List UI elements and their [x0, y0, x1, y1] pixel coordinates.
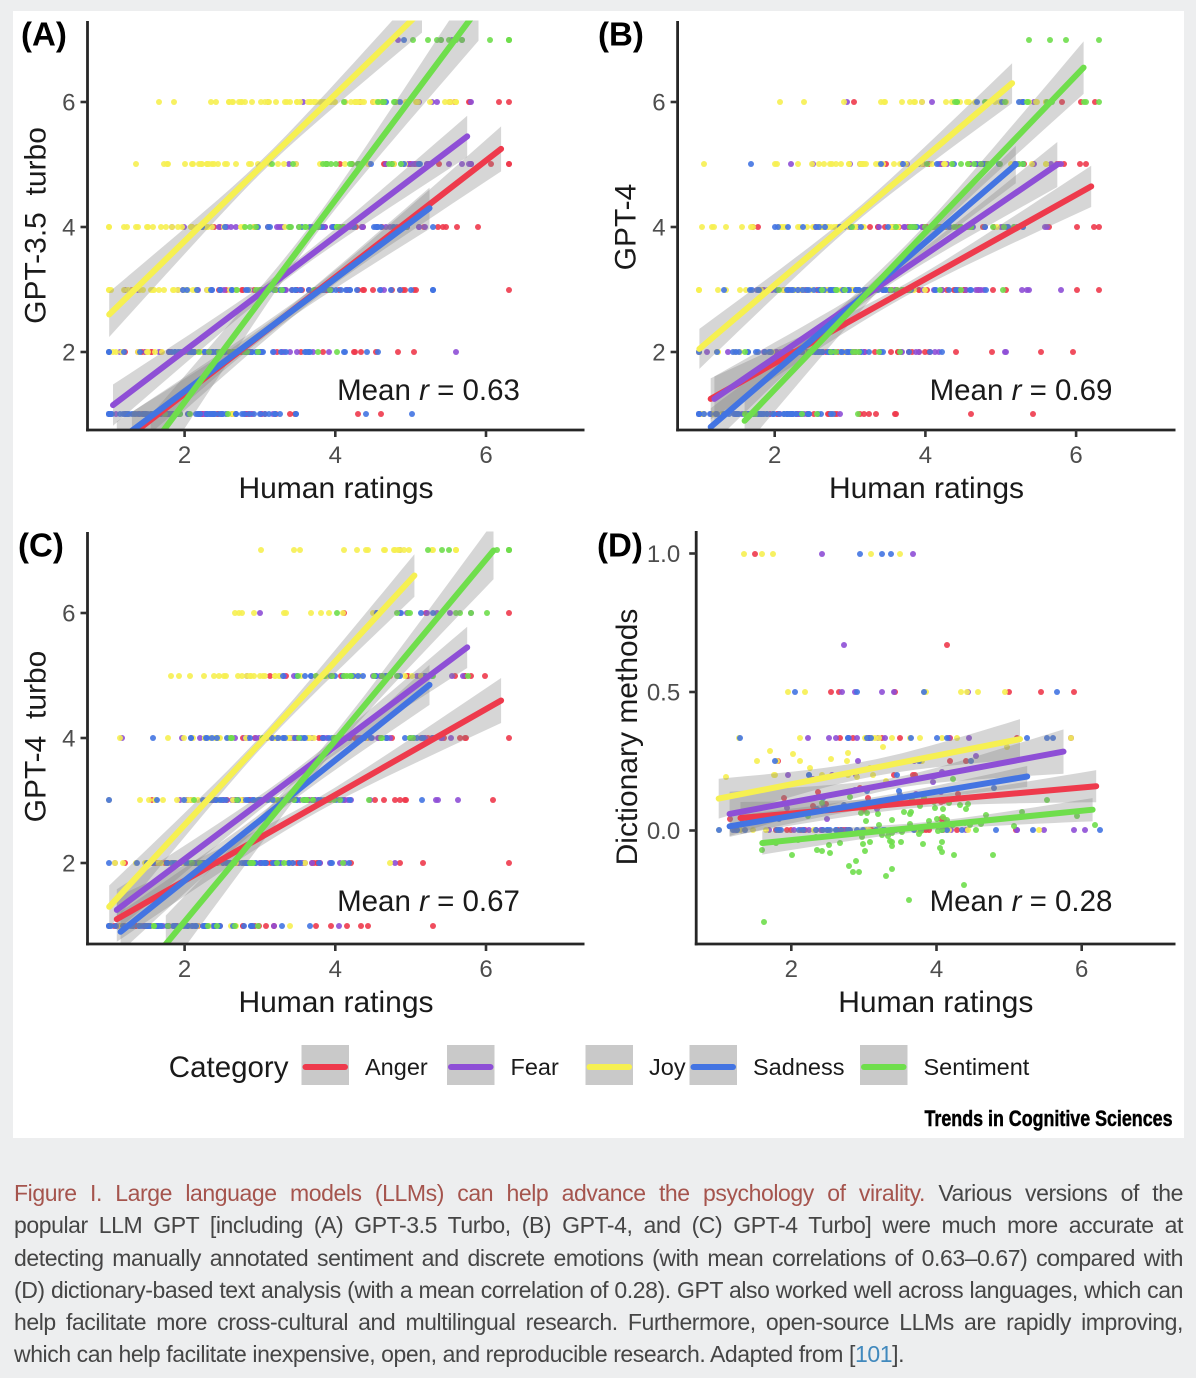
svg-text:Dictionary methods: Dictionary methods	[611, 609, 644, 866]
svg-text:Fear: Fear	[511, 1054, 559, 1080]
svg-text:Sentiment: Sentiment	[924, 1054, 1030, 1080]
svg-text:(D): (D)	[597, 527, 643, 564]
svg-text:4: 4	[930, 956, 943, 983]
svg-text:Sadness: Sadness	[753, 1054, 844, 1080]
svg-text:Mean r = 0.28: Mean r = 0.28	[930, 885, 1113, 918]
svg-text:2: 2	[785, 956, 798, 983]
svg-text:6: 6	[62, 601, 75, 628]
svg-text:(B): (B)	[598, 16, 644, 53]
svg-text:4: 4	[62, 215, 75, 242]
svg-text:Mean r = 0.69: Mean r = 0.69	[930, 374, 1113, 407]
svg-text:Trends in Cognitive Sciences: Trends in Cognitive Sciences	[925, 1106, 1173, 1131]
svg-text:0.5: 0.5	[647, 680, 680, 707]
svg-text:Mean r = 0.63: Mean r = 0.63	[337, 374, 520, 407]
svg-text:GPT-4: GPT-4	[610, 184, 643, 271]
svg-text:0.0: 0.0	[647, 818, 680, 845]
svg-text:2: 2	[178, 956, 191, 983]
svg-text:Anger: Anger	[365, 1054, 428, 1080]
svg-text:2: 2	[768, 442, 781, 469]
svg-text:Human ratings: Human ratings	[838, 986, 1033, 1019]
svg-text:4: 4	[329, 442, 342, 469]
svg-text:Mean r = 0.67: Mean r = 0.67	[337, 885, 520, 918]
svg-text:1.0: 1.0	[647, 541, 680, 568]
svg-text:(A): (A)	[21, 16, 67, 53]
svg-text:6: 6	[479, 442, 492, 469]
svg-text:Joy: Joy	[649, 1054, 686, 1080]
svg-text:2: 2	[62, 851, 75, 878]
svg-text:4: 4	[652, 215, 665, 242]
svg-text:6: 6	[479, 956, 492, 983]
svg-text:6: 6	[652, 90, 665, 117]
svg-text:6: 6	[1069, 442, 1082, 469]
svg-text:4: 4	[329, 956, 342, 983]
svg-text:2: 2	[178, 442, 191, 469]
svg-text:Human ratings: Human ratings	[238, 472, 433, 505]
svg-text:4: 4	[62, 726, 75, 753]
svg-text:Category: Category	[169, 1051, 289, 1084]
svg-text:6: 6	[62, 90, 75, 117]
svg-text:6: 6	[1075, 956, 1088, 983]
svg-text:(C): (C)	[18, 527, 64, 564]
svg-text:Human ratings: Human ratings	[238, 986, 433, 1019]
svg-text:GPT-3.5 turbo: GPT-3.5 turbo	[20, 127, 53, 324]
svg-text:GPT-4 turbo: GPT-4 turbo	[20, 651, 53, 823]
svg-text:Human ratings: Human ratings	[829, 472, 1024, 505]
svg-text:2: 2	[62, 340, 75, 367]
svg-text:4: 4	[919, 442, 932, 469]
svg-text:2: 2	[652, 340, 665, 367]
